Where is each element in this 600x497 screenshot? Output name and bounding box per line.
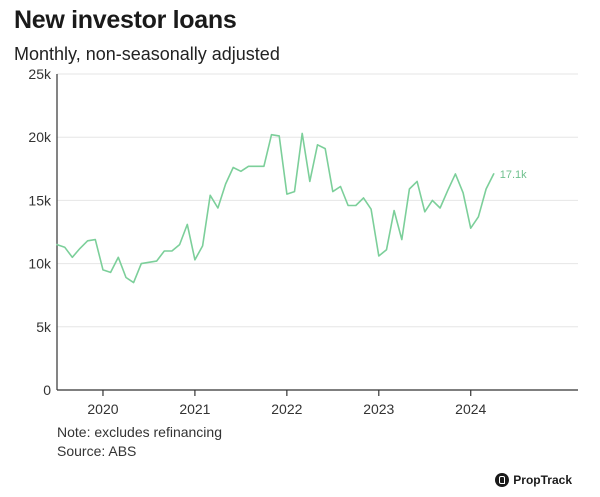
- y-tick-label: 15k: [28, 192, 52, 208]
- proptrack-logo: PropTrack: [495, 473, 572, 487]
- y-tick-label: 25k: [28, 66, 52, 82]
- series-line: [56, 132, 495, 284]
- footnote: Note: excludes refinancing Source: ABS: [57, 423, 222, 461]
- y-tick-label: 0: [43, 382, 51, 398]
- chart-title: New investor loans: [14, 6, 237, 34]
- brand-name: PropTrack: [513, 473, 572, 487]
- x-tick-label: 2023: [363, 401, 394, 417]
- end-value-label: 17.1k: [500, 169, 527, 181]
- proptrack-logo-icon: [495, 473, 510, 487]
- x-tick-label: 2020: [87, 401, 118, 417]
- note-text: Note: excludes refinancing: [57, 424, 222, 440]
- x-tick-label: 2021: [179, 401, 210, 417]
- line-chart: 0 5k 10k 15k 20k 25k 2020 2021 2022 2023 2024 17.1k: [28, 66, 578, 417]
- x-tick-label: 2022: [271, 401, 302, 417]
- y-tick-label: 5k: [36, 319, 52, 335]
- chart-subtitle: Monthly, non-seasonally adjusted: [14, 44, 280, 64]
- y-tick-label: 20k: [28, 129, 52, 145]
- x-tick-label: 2024: [455, 401, 486, 417]
- y-tick-label: 10k: [28, 256, 52, 272]
- source-text: Source: ABS: [57, 443, 137, 459]
